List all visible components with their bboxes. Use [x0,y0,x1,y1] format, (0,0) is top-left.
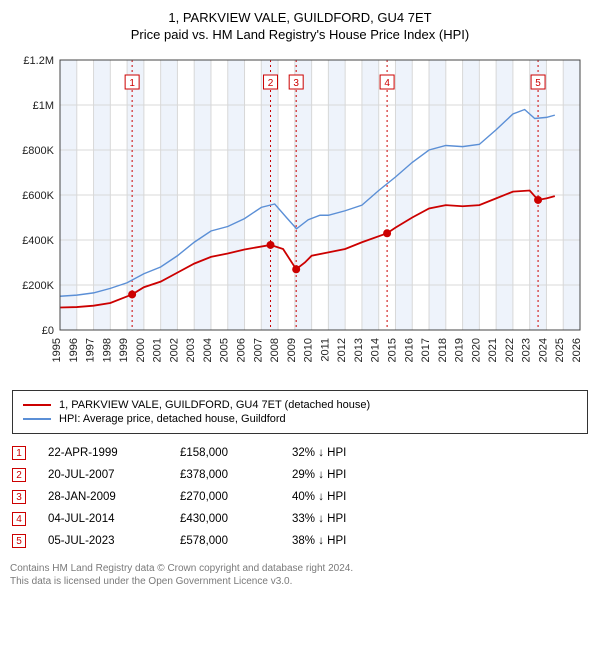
svg-text:2009: 2009 [286,338,298,362]
svg-text:1998: 1998 [101,338,113,362]
sale-date: 28-JAN-2009 [48,491,158,503]
sale-marker-icon: 1 [12,446,26,460]
svg-text:£800K: £800K [22,145,54,157]
svg-text:2025: 2025 [554,338,566,362]
svg-text:5: 5 [535,78,541,89]
title-address: 1, PARKVIEW VALE, GUILDFORD, GU4 7ET [10,10,590,25]
svg-text:2026: 2026 [571,338,583,362]
footer: Contains HM Land Registry data © Crown c… [10,562,590,588]
svg-text:1: 1 [129,78,135,89]
sale-price: £378,000 [180,469,270,481]
svg-text:2022: 2022 [504,338,516,362]
chart-svg: £0 £200K £400K £600K £800K £1M £1.2M 1995 1996 19… [10,50,590,380]
legend-row-series2: HPI: Average price, detached house, Guil… [23,413,577,425]
svg-text:£200K: £200K [22,280,54,292]
sale-date: 05-JUL-2023 [48,535,158,547]
page-container: 1, PARKVIEW VALE, GUILDFORD, GU4 7ET Pri… [0,0,600,598]
svg-text:2016: 2016 [403,338,415,362]
svg-text:1995: 1995 [51,338,63,362]
sale-marker-icon: 3 [12,490,26,504]
sale-hpi-delta: 32% ↓ HPI [292,447,392,459]
sales-row: 1 22-APR-1999 £158,000 32% ↓ HPI [12,442,588,464]
svg-text:2004: 2004 [202,338,214,362]
legend-label-series2: HPI: Average price, detached house, Guil… [59,413,286,425]
legend-swatch-series1 [23,404,51,406]
svg-text:£0: £0 [42,325,54,337]
svg-text:2021: 2021 [487,338,499,362]
title-subtitle: Price paid vs. HM Land Registry's House … [10,27,590,42]
svg-text:2001: 2001 [152,338,164,362]
title-block: 1, PARKVIEW VALE, GUILDFORD, GU4 7ET Pri… [10,10,590,42]
sale-date: 22-APR-1999 [48,447,158,459]
svg-text:£600K: £600K [22,190,54,202]
svg-text:£1.2M: £1.2M [23,55,54,67]
sale-date: 20-JUL-2007 [48,469,158,481]
legend-swatch-series2 [23,418,51,420]
footer-line1: Contains HM Land Registry data © Crown c… [10,562,590,575]
svg-text:2002: 2002 [168,338,180,362]
legend: 1, PARKVIEW VALE, GUILDFORD, GU4 7ET (de… [12,390,588,434]
svg-text:2: 2 [268,78,274,89]
svg-text:3: 3 [293,78,299,89]
svg-text:2014: 2014 [370,338,382,362]
sales-row: 2 20-JUL-2007 £378,000 29% ↓ HPI [12,464,588,486]
sale-marker-icon: 2 [12,468,26,482]
svg-text:1999: 1999 [118,338,130,362]
svg-text:2003: 2003 [185,338,197,362]
svg-text:£400K: £400K [22,235,54,247]
sale-price: £430,000 [180,513,270,525]
svg-text:2006: 2006 [236,338,248,362]
sale-marker-icon: 5 [12,534,26,548]
svg-text:2005: 2005 [219,338,231,362]
svg-text:2020: 2020 [470,338,482,362]
legend-row-series1: 1, PARKVIEW VALE, GUILDFORD, GU4 7ET (de… [23,399,577,411]
svg-text:4: 4 [384,78,390,89]
sales-row: 5 05-JUL-2023 £578,000 38% ↓ HPI [12,530,588,552]
sales-row: 4 04-JUL-2014 £430,000 33% ↓ HPI [12,508,588,530]
svg-text:2023: 2023 [521,338,533,362]
svg-text:2011: 2011 [319,338,331,362]
svg-text:2017: 2017 [420,338,432,362]
sale-hpi-delta: 38% ↓ HPI [292,535,392,547]
chart: £0 £200K £400K £600K £800K £1M £1.2M 1995 1996 19… [10,50,590,380]
svg-text:2013: 2013 [353,338,365,362]
sale-price: £158,000 [180,447,270,459]
svg-text:£1M: £1M [33,100,54,112]
svg-text:2012: 2012 [336,338,348,362]
svg-text:2024: 2024 [537,338,549,362]
sale-hpi-delta: 33% ↓ HPI [292,513,392,525]
svg-text:2015: 2015 [386,338,398,362]
sale-price: £578,000 [180,535,270,547]
svg-text:2010: 2010 [303,338,315,362]
sale-hpi-delta: 29% ↓ HPI [292,469,392,481]
svg-text:2008: 2008 [269,338,281,362]
sale-price: £270,000 [180,491,270,503]
svg-text:2019: 2019 [454,338,466,362]
sale-date: 04-JUL-2014 [48,513,158,525]
svg-text:2007: 2007 [252,338,264,362]
svg-text:1997: 1997 [85,338,97,362]
sale-hpi-delta: 40% ↓ HPI [292,491,392,503]
sale-marker-icon: 4 [12,512,26,526]
sales-table: 1 22-APR-1999 £158,000 32% ↓ HPI 2 20-JUL-200… [12,442,588,552]
svg-text:2018: 2018 [437,338,449,362]
legend-label-series1: 1, PARKVIEW VALE, GUILDFORD, GU4 7ET (de… [59,399,370,411]
svg-text:1996: 1996 [68,338,80,362]
svg-text:2000: 2000 [135,338,147,362]
sales-row: 3 28-JAN-2009 £270,000 40% ↓ HPI [12,486,588,508]
footer-line2: This data is licensed under the Open Gov… [10,575,590,588]
